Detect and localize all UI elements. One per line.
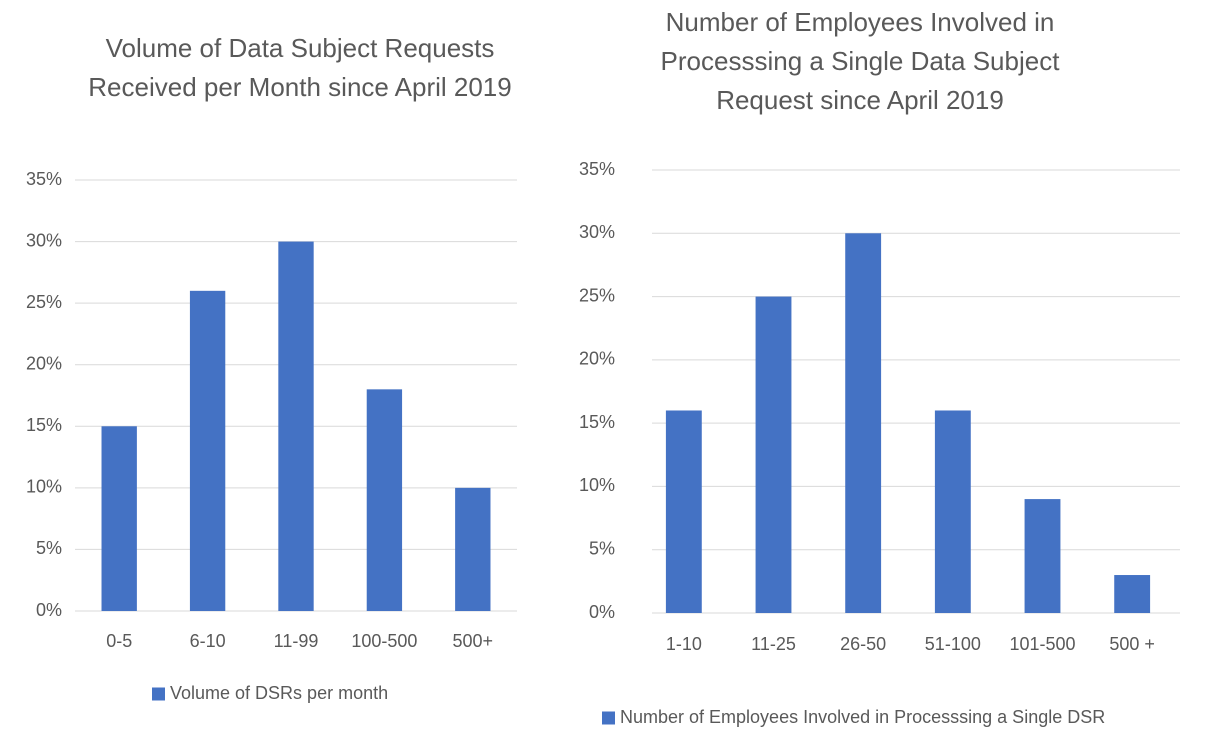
legend-label: Number of Employees Involved in Processs… xyxy=(620,707,1105,727)
legend-swatch xyxy=(152,687,165,701)
y-tick-label: 25% xyxy=(26,292,62,312)
x-tick-label: 101-500 xyxy=(1009,634,1075,654)
y-tick-label: 0% xyxy=(36,600,62,620)
y-tick-label: 5% xyxy=(36,538,62,558)
y-tick-label: 0% xyxy=(589,602,615,622)
bar xyxy=(455,487,491,611)
y-tick-label: 25% xyxy=(579,285,615,305)
x-tick-label: 500 + xyxy=(1109,634,1155,654)
x-tick-label: 0-5 xyxy=(106,631,132,651)
y-tick-label: 5% xyxy=(589,538,615,558)
bar xyxy=(366,389,403,611)
y-tick-label: 30% xyxy=(26,230,62,250)
y-tick-label: 20% xyxy=(579,349,615,369)
bar xyxy=(755,296,792,613)
bar xyxy=(189,290,226,611)
chart-title: Volume of Data Subject Requests Received… xyxy=(88,33,512,102)
bar xyxy=(665,410,702,613)
y-tick-label: 30% xyxy=(579,222,615,242)
x-tick-label: 26-50 xyxy=(840,634,886,654)
chart-title: Number of Employees Involved in Processs… xyxy=(660,7,1060,115)
y-tick-label: 10% xyxy=(26,477,62,497)
x-tick-label: 11-99 xyxy=(274,631,319,651)
bar xyxy=(101,426,137,611)
bar xyxy=(1114,575,1151,613)
y-tick-label: 35% xyxy=(579,159,615,179)
y-tick-label: 10% xyxy=(579,475,615,495)
y-tick-label: 15% xyxy=(26,415,62,435)
bar xyxy=(934,410,971,613)
legend-swatch xyxy=(602,711,615,725)
y-tick-label: 35% xyxy=(26,169,62,189)
bar xyxy=(1024,499,1061,613)
y-tick-label: 15% xyxy=(579,412,615,432)
y-tick-label: 20% xyxy=(26,353,62,373)
x-tick-label: 1-10 xyxy=(666,634,702,654)
x-tick-label: 51-100 xyxy=(925,634,981,654)
bar xyxy=(278,241,314,612)
x-tick-label: 500+ xyxy=(453,631,494,651)
x-tick-label: 100-500 xyxy=(351,631,417,651)
x-tick-label: 11-25 xyxy=(751,634,796,654)
x-tick-label: 6-10 xyxy=(190,631,226,651)
bar xyxy=(845,233,882,614)
legend-label: Volume of DSRs per month xyxy=(170,683,388,703)
